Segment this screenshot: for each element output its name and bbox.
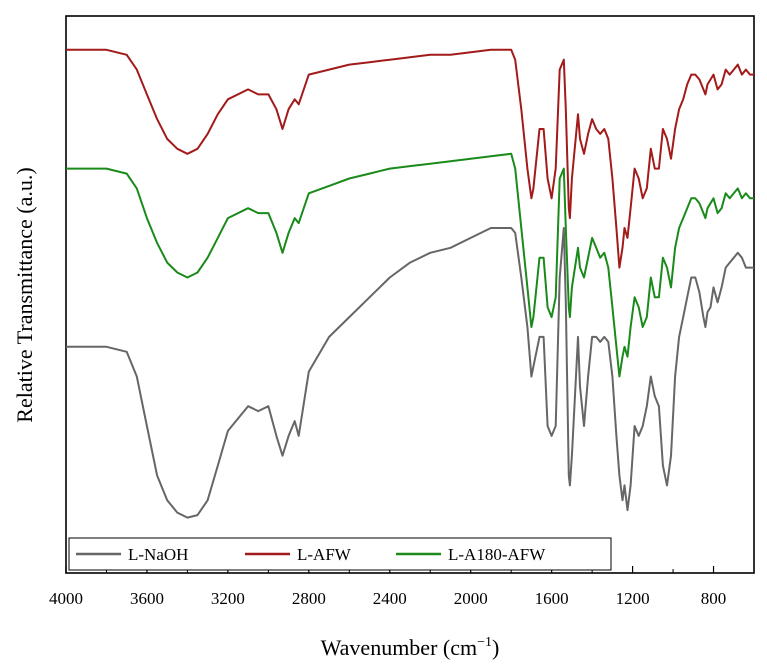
- x-tick-label: 2400: [373, 589, 407, 608]
- legend-label-l-a180-afw: L-A180-AFW: [448, 545, 546, 564]
- x-tick-label: 800: [701, 589, 727, 608]
- x-axis-ticks: 4000 3600 3200 2800 2400 2000 1600 1200 800: [49, 566, 726, 608]
- legend: L-NaOH L-AFW L-A180-AFW: [68, 537, 612, 571]
- x-axis-title-main: Wavenumber (cm: [321, 635, 477, 660]
- series-line-l-afw: [66, 48, 754, 269]
- x-tick-label: 2800: [292, 589, 326, 608]
- legend-frame: [68, 537, 612, 571]
- x-tick-label: 3600: [130, 589, 164, 608]
- x-axis-title-end: ): [492, 635, 499, 660]
- y-axis-title: Relative Transmittance (a.u.): [12, 167, 37, 422]
- x-tick-label: 3200: [211, 589, 245, 608]
- series-line-l-naoh: [66, 227, 754, 519]
- series-layer: [66, 48, 754, 519]
- legend-label-l-afw: L-AFW: [297, 545, 352, 564]
- plot-frame: [65, 15, 755, 574]
- x-tick-label: 2000: [454, 589, 488, 608]
- x-tick-label: 4000: [49, 589, 83, 608]
- x-tick-label: 1600: [535, 589, 569, 608]
- x-axis-title-superscript: −1: [477, 635, 492, 650]
- x-axis-title: Wavenumber (cm−1): [321, 635, 500, 660]
- series-line-l-a180-afw: [66, 152, 754, 378]
- legend-label-l-naoh: L-NaOH: [128, 545, 188, 564]
- x-tick-label: 1200: [616, 589, 650, 608]
